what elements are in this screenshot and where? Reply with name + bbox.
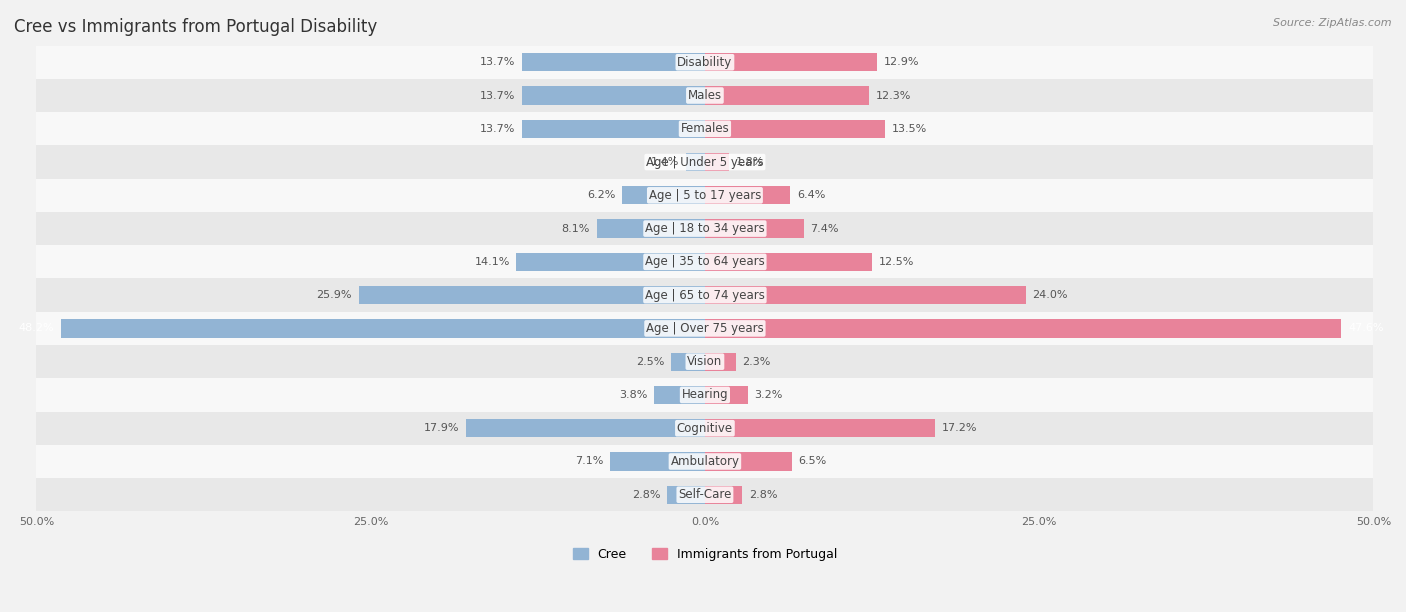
Bar: [704, 419, 935, 438]
Bar: [465, 419, 704, 438]
Bar: [596, 220, 704, 237]
Text: Cree vs Immigrants from Portugal Disability: Cree vs Immigrants from Portugal Disabil…: [14, 18, 377, 36]
Bar: [704, 119, 886, 138]
Text: 2.5%: 2.5%: [637, 357, 665, 367]
Bar: [704, 353, 735, 371]
Bar: [37, 478, 1374, 512]
Text: 2.3%: 2.3%: [742, 357, 770, 367]
Bar: [704, 253, 872, 271]
Bar: [686, 153, 704, 171]
Text: Cognitive: Cognitive: [676, 422, 733, 435]
Bar: [37, 412, 1374, 445]
Text: Age | 18 to 34 years: Age | 18 to 34 years: [645, 222, 765, 235]
Text: Hearing: Hearing: [682, 389, 728, 401]
Text: 13.5%: 13.5%: [891, 124, 928, 134]
Bar: [37, 278, 1374, 312]
Text: 13.7%: 13.7%: [479, 58, 515, 67]
Bar: [37, 212, 1374, 245]
Bar: [37, 245, 1374, 278]
Text: 1.8%: 1.8%: [735, 157, 763, 167]
Text: 14.1%: 14.1%: [474, 257, 510, 267]
Bar: [37, 146, 1374, 179]
Text: 2.8%: 2.8%: [633, 490, 661, 500]
Bar: [37, 112, 1374, 146]
Bar: [516, 253, 704, 271]
Bar: [610, 452, 704, 471]
Text: 6.5%: 6.5%: [799, 457, 827, 466]
Text: Males: Males: [688, 89, 721, 102]
Bar: [704, 286, 1026, 304]
Text: Age | Over 75 years: Age | Over 75 years: [645, 322, 763, 335]
Bar: [522, 53, 704, 72]
Bar: [704, 220, 804, 237]
Bar: [704, 386, 748, 404]
Text: 3.8%: 3.8%: [619, 390, 647, 400]
Bar: [704, 153, 728, 171]
Bar: [704, 319, 1341, 338]
Bar: [704, 485, 742, 504]
Text: Ambulatory: Ambulatory: [671, 455, 740, 468]
Text: 7.4%: 7.4%: [810, 223, 839, 234]
Text: 7.1%: 7.1%: [575, 457, 603, 466]
Text: 12.3%: 12.3%: [876, 91, 911, 100]
Text: Vision: Vision: [688, 355, 723, 368]
Bar: [60, 319, 704, 338]
Text: Self-Care: Self-Care: [678, 488, 731, 501]
Text: 12.5%: 12.5%: [879, 257, 914, 267]
Text: 1.4%: 1.4%: [651, 157, 679, 167]
Bar: [621, 186, 704, 204]
Bar: [668, 485, 704, 504]
Text: 17.9%: 17.9%: [423, 424, 458, 433]
Text: 48.2%: 48.2%: [18, 323, 53, 334]
Text: Source: ZipAtlas.com: Source: ZipAtlas.com: [1274, 18, 1392, 28]
Bar: [37, 312, 1374, 345]
Text: Females: Females: [681, 122, 730, 135]
Bar: [704, 53, 877, 72]
Text: 8.1%: 8.1%: [561, 223, 591, 234]
Text: 47.6%: 47.6%: [1348, 323, 1384, 334]
Text: 17.2%: 17.2%: [942, 424, 977, 433]
Text: 3.2%: 3.2%: [755, 390, 783, 400]
Text: Disability: Disability: [678, 56, 733, 69]
Bar: [37, 179, 1374, 212]
Bar: [704, 186, 790, 204]
Bar: [704, 86, 869, 105]
Text: Age | 5 to 17 years: Age | 5 to 17 years: [648, 189, 761, 202]
Text: 25.9%: 25.9%: [316, 290, 352, 300]
Bar: [37, 378, 1374, 412]
Text: 13.7%: 13.7%: [479, 124, 515, 134]
Text: Age | 35 to 64 years: Age | 35 to 64 years: [645, 255, 765, 268]
Text: 13.7%: 13.7%: [479, 91, 515, 100]
Bar: [522, 86, 704, 105]
Text: Age | Under 5 years: Age | Under 5 years: [647, 155, 763, 168]
Bar: [522, 119, 704, 138]
Bar: [359, 286, 704, 304]
Text: 2.8%: 2.8%: [749, 490, 778, 500]
Text: 12.9%: 12.9%: [884, 58, 920, 67]
Text: Age | 65 to 74 years: Age | 65 to 74 years: [645, 289, 765, 302]
Bar: [672, 353, 704, 371]
Text: 6.2%: 6.2%: [586, 190, 616, 200]
Bar: [654, 386, 704, 404]
Bar: [37, 345, 1374, 378]
Bar: [704, 452, 792, 471]
Text: 6.4%: 6.4%: [797, 190, 825, 200]
Text: 24.0%: 24.0%: [1032, 290, 1069, 300]
Bar: [37, 445, 1374, 478]
Bar: [37, 79, 1374, 112]
Bar: [37, 46, 1374, 79]
Legend: Cree, Immigrants from Portugal: Cree, Immigrants from Portugal: [568, 543, 842, 565]
